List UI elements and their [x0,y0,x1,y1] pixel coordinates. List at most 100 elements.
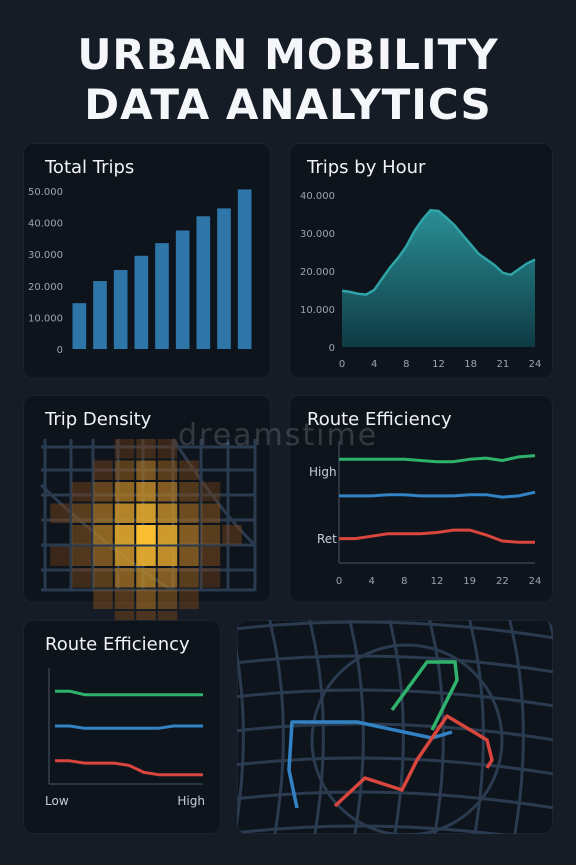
x-tick-label: 8 [403,359,409,370]
area-fill [342,210,535,347]
ring-road [310,643,504,834]
street [237,722,553,742]
heat-cell [222,525,242,545]
y-tick-label: 0 [329,343,335,354]
street [237,790,553,810]
x-tick-label: 18 [464,359,477,370]
y-tick-label: 20.000 [300,267,335,278]
heat-cell [179,460,199,480]
heat-cell [157,589,178,609]
y-tick-label: 30.000 [28,250,63,261]
heat-cell [114,460,135,480]
heat-cell [157,568,178,588]
heat-cell [93,568,113,588]
heat-cell [50,503,70,523]
route-red [333,714,494,808]
heat-cell [93,460,113,480]
heat-cell [179,568,199,588]
y-tick-label: 40.000 [300,191,335,202]
route-green [390,660,459,731]
heat-cell [93,503,113,523]
total-trips-chart: 50.000 40.000 30.000 20.000 10.000 0 [28,187,252,356]
x-tick-label: 19 [463,576,476,587]
heat-cell [136,503,156,523]
series-line [339,454,536,464]
heat-cell [179,503,199,523]
bar [237,189,252,349]
street [237,756,553,776]
trip-density-chart [39,438,257,631]
x-tick-label: 24 [529,359,542,370]
trips-by-hour-title: Trips by Hour [307,157,426,178]
x-tick-label: 21 [496,359,509,370]
x-tick-label: 22 [496,576,509,587]
heat-cell [157,460,178,480]
heat-cell [93,525,113,545]
total-trips-panel: Total Trips 50.000 40.000 30.000 20.000 10.0… [23,143,271,379]
heat-cell [93,482,113,502]
trip-density-title: Trip Density [45,409,152,430]
street [237,688,553,708]
x-label-low: Low [45,794,69,808]
x-label-high: High [177,794,205,808]
street [388,620,405,834]
heat-cell [136,482,156,502]
x-tick-label: 4 [371,359,377,370]
heat-cell [200,568,221,588]
heat-cell [71,525,92,545]
total-trips-title: Total Trips [45,157,135,178]
page-title-line1: URBAN MOBILITY [77,30,499,79]
street [548,620,553,643]
route-map-panel [237,620,553,834]
heat-cell [179,525,199,545]
y-tick-label: 20.000 [28,282,63,293]
x-tick-label: 24 [529,576,542,587]
heat-cell [114,482,135,502]
trip-density-panel: Trip Density [23,395,271,631]
heat-cell [136,460,156,480]
y-tick-label: 10.000 [28,313,63,324]
y-label-high: High [309,465,337,479]
y-tick-label: 10.000 [300,305,335,316]
route-efficiency-title-2: Route Efficiency [45,634,190,655]
route-map [237,620,553,834]
heat-cell [136,439,156,459]
heat-cell [136,546,156,566]
heat-cell [179,589,199,609]
y-tick-label: 0 [57,345,63,356]
bar [155,243,169,349]
x-tick-label: 12 [431,576,444,587]
heat-cell [93,546,113,566]
route-blue [287,720,453,809]
street [237,647,245,831]
street [237,824,509,834]
y-tick-label: 50.000 [28,187,63,198]
heat-cell [200,482,221,502]
bar [175,230,190,349]
heat-cell [136,589,156,609]
heat-cell [179,546,199,566]
x-tick-label: 8 [401,576,407,587]
series-line [339,490,536,499]
route-efficiency-panel-1: Route Efficiency High Ret 0 4 8 12 19 22 24 [289,395,553,603]
y-tick-label: 40.000 [28,219,63,230]
bar [217,208,231,349]
route-efficiency-chart-2: Low High [45,668,205,808]
heat-cell [157,482,178,502]
street [268,620,285,834]
street [428,620,445,834]
x-tick-label: 0 [336,576,342,587]
series-line [339,528,535,544]
series-line [55,689,203,697]
bar [196,216,211,349]
heat-cell [93,589,113,609]
x-tick-label: 4 [368,576,374,587]
bar [134,255,149,349]
heat-cell [114,568,135,588]
route-efficiency-panel-2: Route Efficiency Low High [23,620,221,834]
heat-cell [200,546,221,566]
heat-cell [157,503,178,523]
series-line [55,724,203,730]
heat-cell [114,546,135,566]
street [468,620,485,834]
